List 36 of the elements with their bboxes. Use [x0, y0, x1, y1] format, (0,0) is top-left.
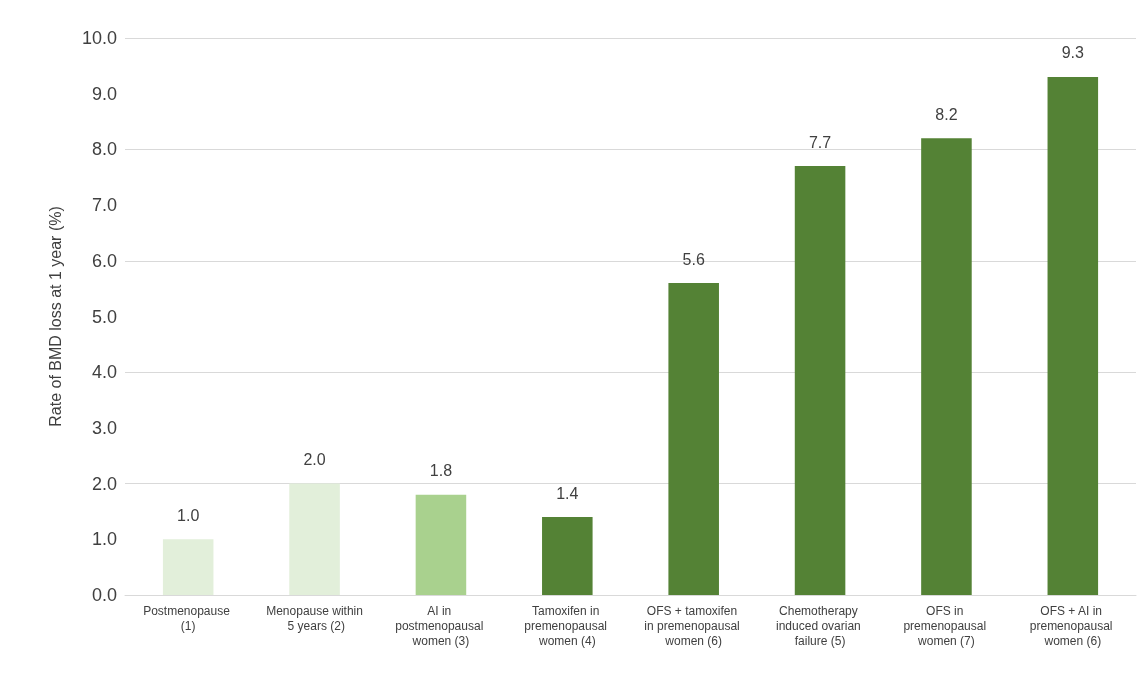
- data-label: 9.3: [1061, 44, 1085, 62]
- x-tick-label: OFS + AI in premenopausal women (6): [1029, 603, 1116, 648]
- y-tick-label: 6.0: [91, 250, 117, 271]
- data-label: 8.2: [935, 105, 958, 123]
- data-label: 2.0: [303, 451, 326, 469]
- y-tick-label: 9.0: [91, 83, 117, 104]
- y-tick-label: 4.0: [91, 362, 117, 383]
- x-tick-label: OFS in premenopausal women (7): [903, 603, 990, 648]
- y-tick-label: 10.0: [81, 28, 117, 48]
- y-tick-label: 3.0: [91, 417, 117, 438]
- y-tick-label: 1.0: [91, 529, 117, 550]
- y-tick-label: 8.0: [91, 139, 117, 160]
- x-tick-label: Chemotherapy induced ovarian failure (5): [776, 603, 865, 648]
- bar: [415, 494, 467, 595]
- bar: [668, 283, 719, 595]
- data-label: 1.8: [429, 462, 453, 480]
- x-tick-label: AI in postmenopausal women (3): [395, 603, 487, 648]
- x-tick-label: Postmenopause (1): [143, 603, 234, 633]
- bar: [921, 138, 972, 595]
- y-tick-label: 2.0: [91, 473, 117, 494]
- data-label: 1.4: [556, 484, 579, 502]
- bar: [794, 166, 846, 595]
- x-tick-label: OFS + tamoxifen in premenopausal women (6): [644, 603, 744, 648]
- bar: [542, 517, 593, 595]
- bar: [162, 539, 214, 595]
- bar: [289, 483, 340, 595]
- y-axis-title: Rate of BMD loss at 1 year (%): [46, 206, 64, 427]
- y-tick-label: 5.0: [91, 306, 117, 327]
- bar: [1047, 76, 1099, 595]
- x-tick-label: Tamoxifen in premenopausal women (4): [524, 603, 611, 648]
- x-tick-label: Menopause within 5 years (2): [266, 603, 363, 633]
- y-tick-label: 0.0: [91, 585, 117, 605]
- data-label: 1.0: [177, 506, 200, 524]
- y-tick-label: 7.0: [91, 195, 117, 216]
- data-label: 7.7: [808, 133, 832, 151]
- data-label: 5.6: [682, 250, 705, 268]
